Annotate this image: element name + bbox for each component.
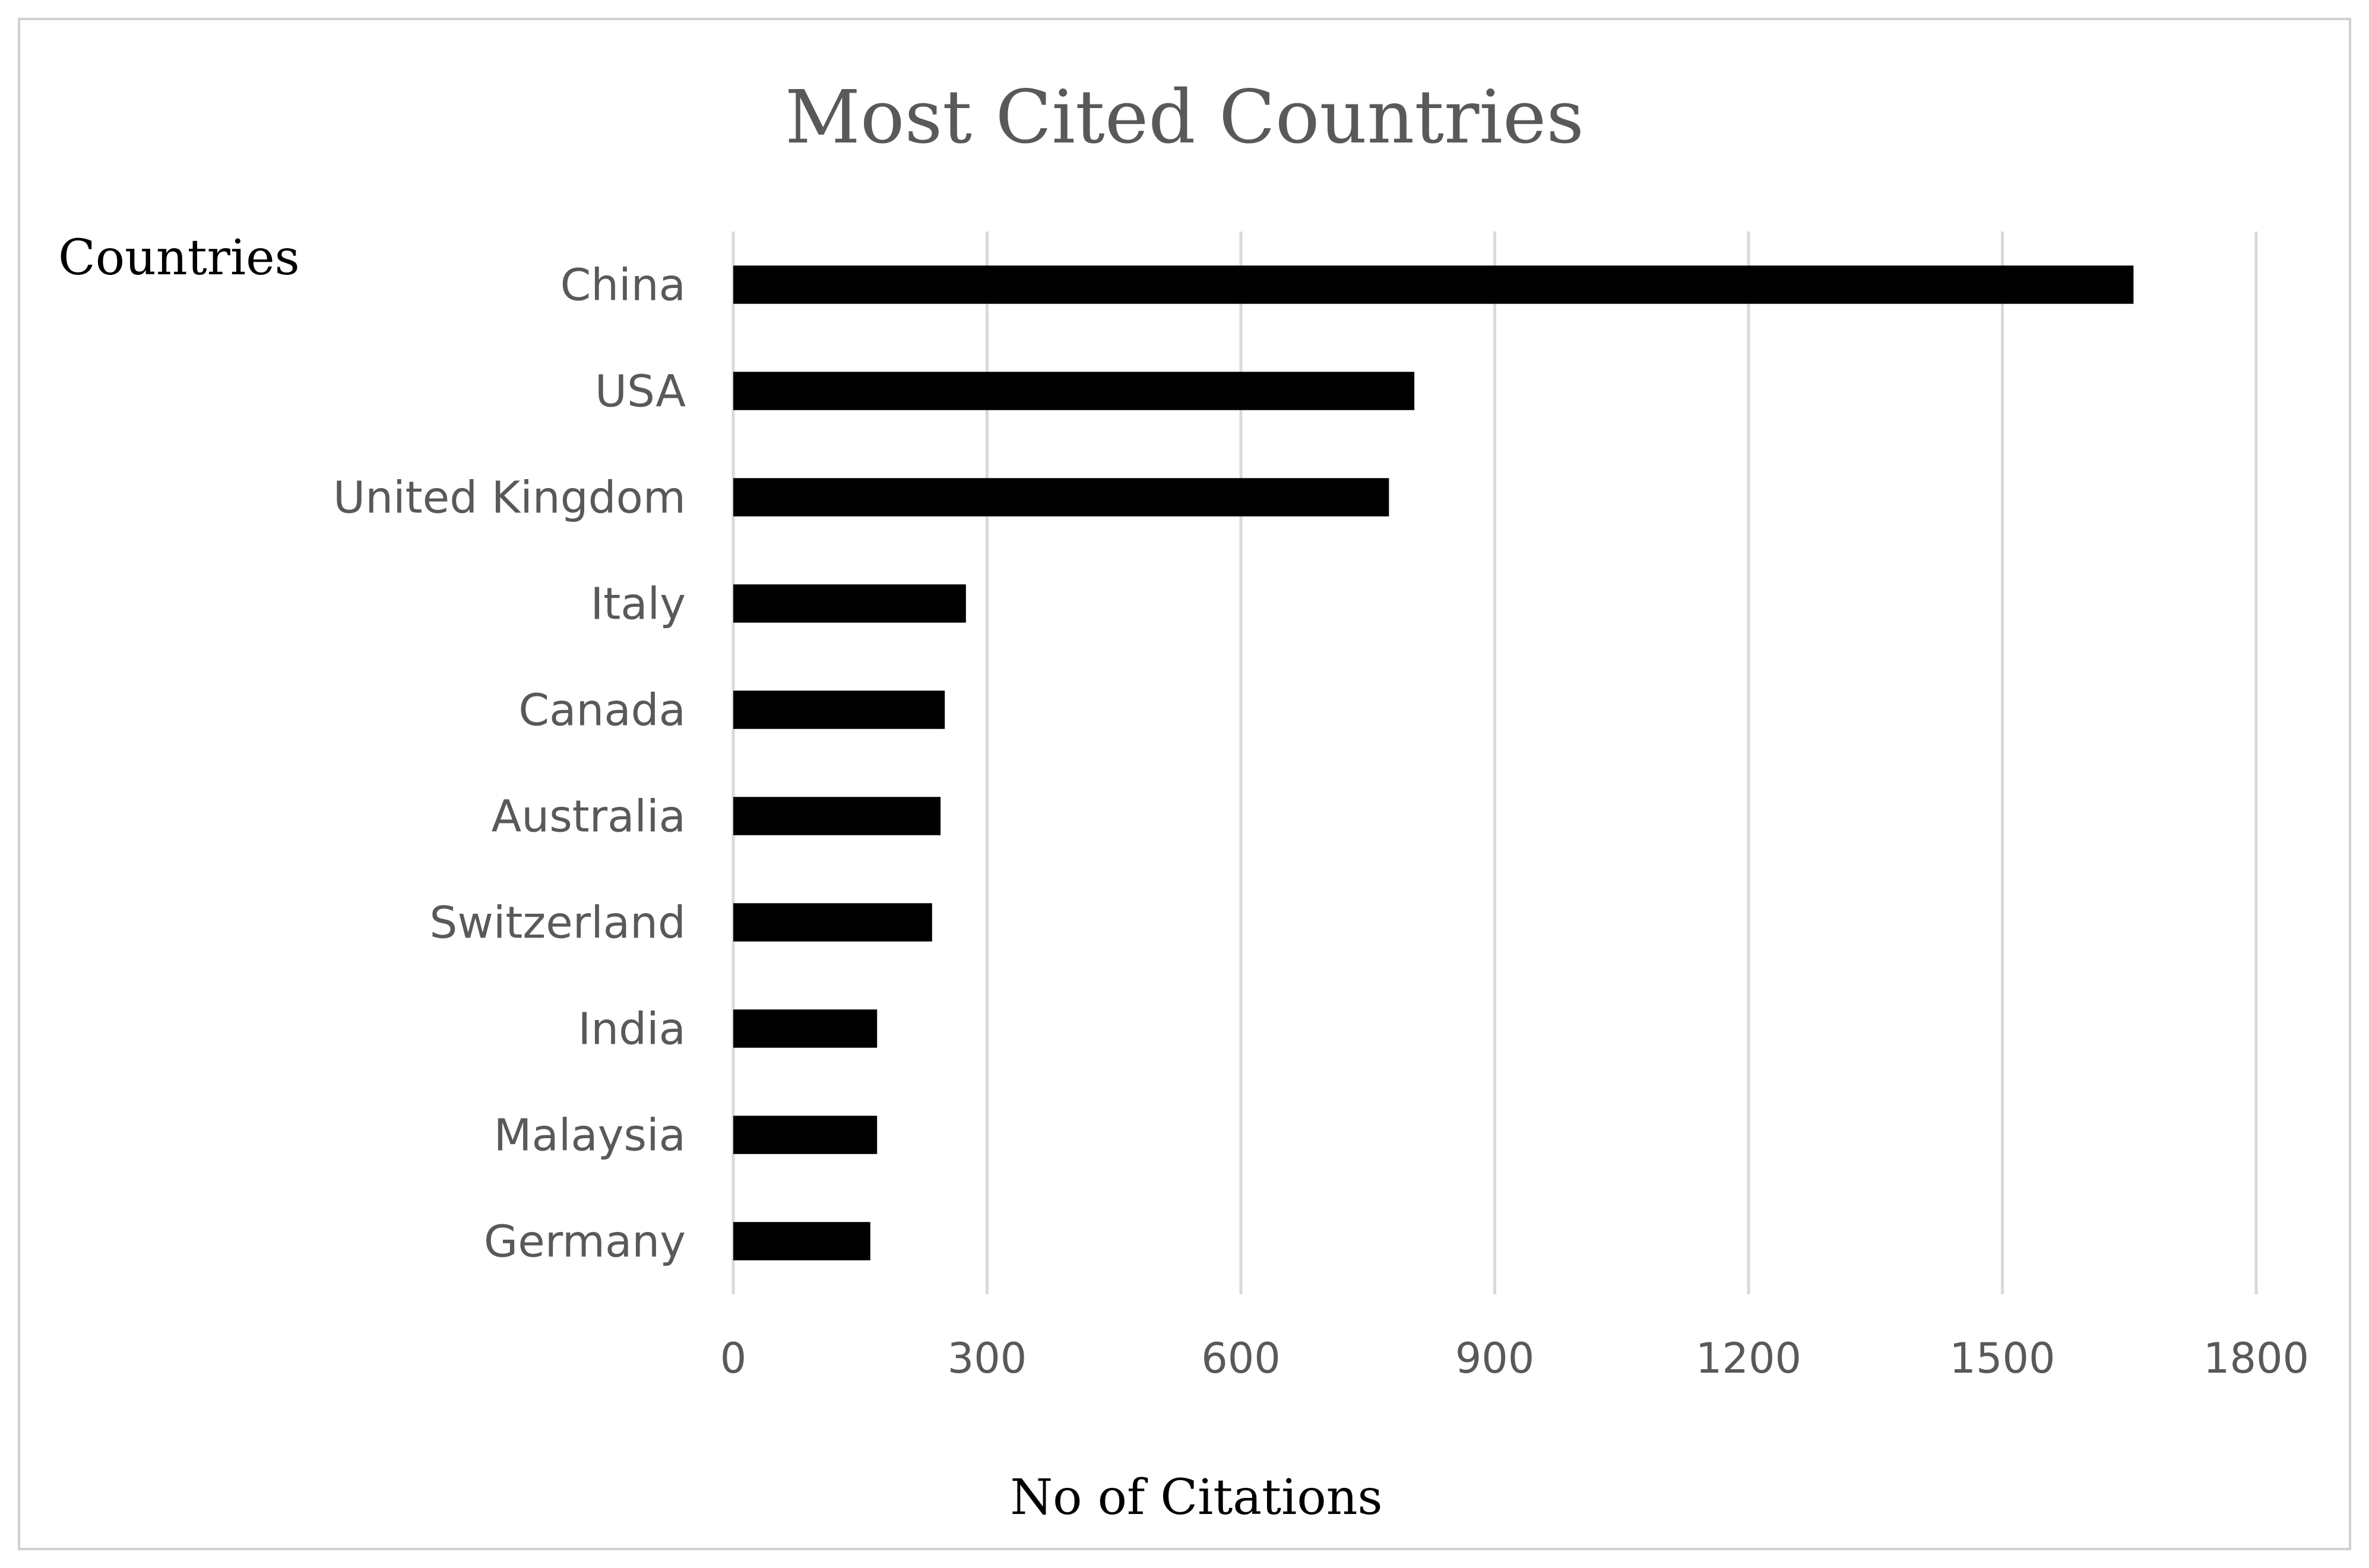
x-tick-label: 900	[1455, 1334, 1535, 1383]
x-tick-label: 1500	[1949, 1334, 2055, 1383]
bar	[733, 1116, 878, 1154]
x-tick-label: 1800	[2203, 1334, 2309, 1383]
bar	[733, 690, 945, 729]
category-label: USA	[595, 366, 686, 417]
bar	[733, 478, 1389, 517]
bar	[733, 797, 941, 835]
category-labels: China USA United Kingdom Italy Canada Austral…	[333, 260, 686, 1268]
bars	[733, 265, 2134, 1260]
bar	[733, 372, 1415, 410]
chart-frame	[18, 18, 2351, 1550]
x-tick-label: 600	[1201, 1334, 1281, 1383]
category-label: Switzerland	[429, 898, 686, 949]
category-label: Italy	[590, 579, 686, 630]
bar	[733, 584, 966, 623]
bar	[733, 903, 932, 942]
category-label: Canada	[518, 685, 686, 736]
bar	[733, 1222, 870, 1260]
category-label: United Kingdom	[333, 473, 686, 524]
y-axis-title: Countries	[58, 230, 300, 286]
bar	[733, 265, 2134, 304]
x-axis-title: No of Citations	[1010, 1469, 1382, 1526]
category-label: Australia	[492, 791, 686, 842]
category-label: China	[560, 260, 686, 311]
category-label: Malaysia	[494, 1110, 686, 1161]
x-tick-labels: 0 300 600 900 1200 1500 1800	[720, 1334, 2309, 1383]
category-label: Germany	[484, 1217, 686, 1268]
x-tick-label: 1200	[1696, 1334, 1801, 1383]
category-label: India	[578, 1004, 686, 1055]
x-tick-label: 0	[720, 1334, 747, 1383]
chart-title: Most Cited Countries	[785, 75, 1584, 160]
bar	[733, 1009, 878, 1048]
x-tick-label: 300	[948, 1334, 1027, 1383]
